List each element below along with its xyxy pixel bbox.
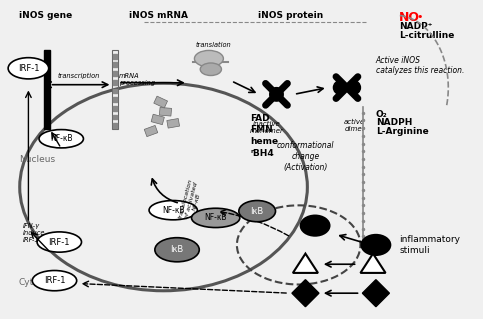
Polygon shape [360,254,385,273]
Text: Active iNOS
catalyzes this reaction.: Active iNOS catalyzes this reaction. [376,56,464,75]
Ellipse shape [192,208,240,227]
Bar [114,97,117,102]
Bar [167,118,180,128]
Text: conformational
change
(Activation): conformational change (Activation) [277,141,334,172]
Polygon shape [293,254,318,273]
Ellipse shape [149,201,198,220]
Text: NF-κB: NF-κB [162,206,185,215]
Text: IRF-1: IRF-1 [44,276,65,285]
Text: NADP⁺: NADP⁺ [399,22,432,31]
Ellipse shape [155,238,199,262]
Bar [44,50,50,129]
Text: iNOS mRNA: iNOS mRNA [129,11,188,20]
Text: inactive
monomer: inactive monomer [250,121,284,134]
Text: IκB: IκB [170,245,184,254]
Text: NO: NO [399,11,420,24]
Bar [114,106,117,111]
Bar [151,114,164,125]
Text: transcription: transcription [57,73,100,79]
Bar [114,89,117,93]
Ellipse shape [239,201,275,222]
Ellipse shape [39,130,84,148]
Ellipse shape [32,271,77,291]
Text: IFN-γ
Induce
IRF-1: IFN-γ Induce IRF-1 [23,223,45,243]
Bar [114,71,117,76]
Bar [114,115,117,119]
Text: NF-κB: NF-κB [204,213,227,222]
Bar [154,96,168,108]
Ellipse shape [299,214,330,237]
Text: IRF-1: IRF-1 [49,238,70,247]
Text: IRF-1: IRF-1 [18,64,39,73]
Text: Cytosol: Cytosol [19,278,52,287]
Polygon shape [292,280,319,307]
Text: mRNA
processing: mRNA processing [119,73,155,86]
Text: active
dimer: active dimer [344,119,365,132]
Text: FAD
FMN
heme
ʳBH4: FAD FMN heme ʳBH4 [250,114,279,158]
Bar [159,108,171,116]
Polygon shape [362,280,389,307]
Text: translocation
of activated
NF-κB: translocation of activated NF-κB [178,178,205,223]
Circle shape [333,81,347,94]
Text: inflammatory
stimuli: inflammatory stimuli [399,235,460,255]
Text: NADPH: NADPH [376,118,412,128]
Bar [114,80,117,85]
Ellipse shape [8,58,49,79]
Bar [113,50,118,129]
Ellipse shape [360,234,391,256]
Text: iNOS protein: iNOS protein [258,11,324,20]
Text: •: • [416,12,423,22]
Text: L-citrulline: L-citrulline [399,31,455,40]
Text: iNOS gene: iNOS gene [19,11,72,20]
Text: O₂: O₂ [376,110,388,119]
Bar [114,54,117,59]
Ellipse shape [195,50,224,67]
Bar [114,123,117,128]
Circle shape [270,88,283,101]
Ellipse shape [37,232,82,252]
Bar [114,63,117,67]
Circle shape [347,81,360,94]
Text: NF-κB: NF-κB [50,134,72,143]
Text: Nucleus: Nucleus [19,155,55,164]
Text: IκB: IκB [251,207,264,216]
Bar [144,125,158,137]
Ellipse shape [200,63,222,76]
Text: translation: translation [196,42,232,48]
Text: L-Arginine: L-Arginine [376,127,428,136]
